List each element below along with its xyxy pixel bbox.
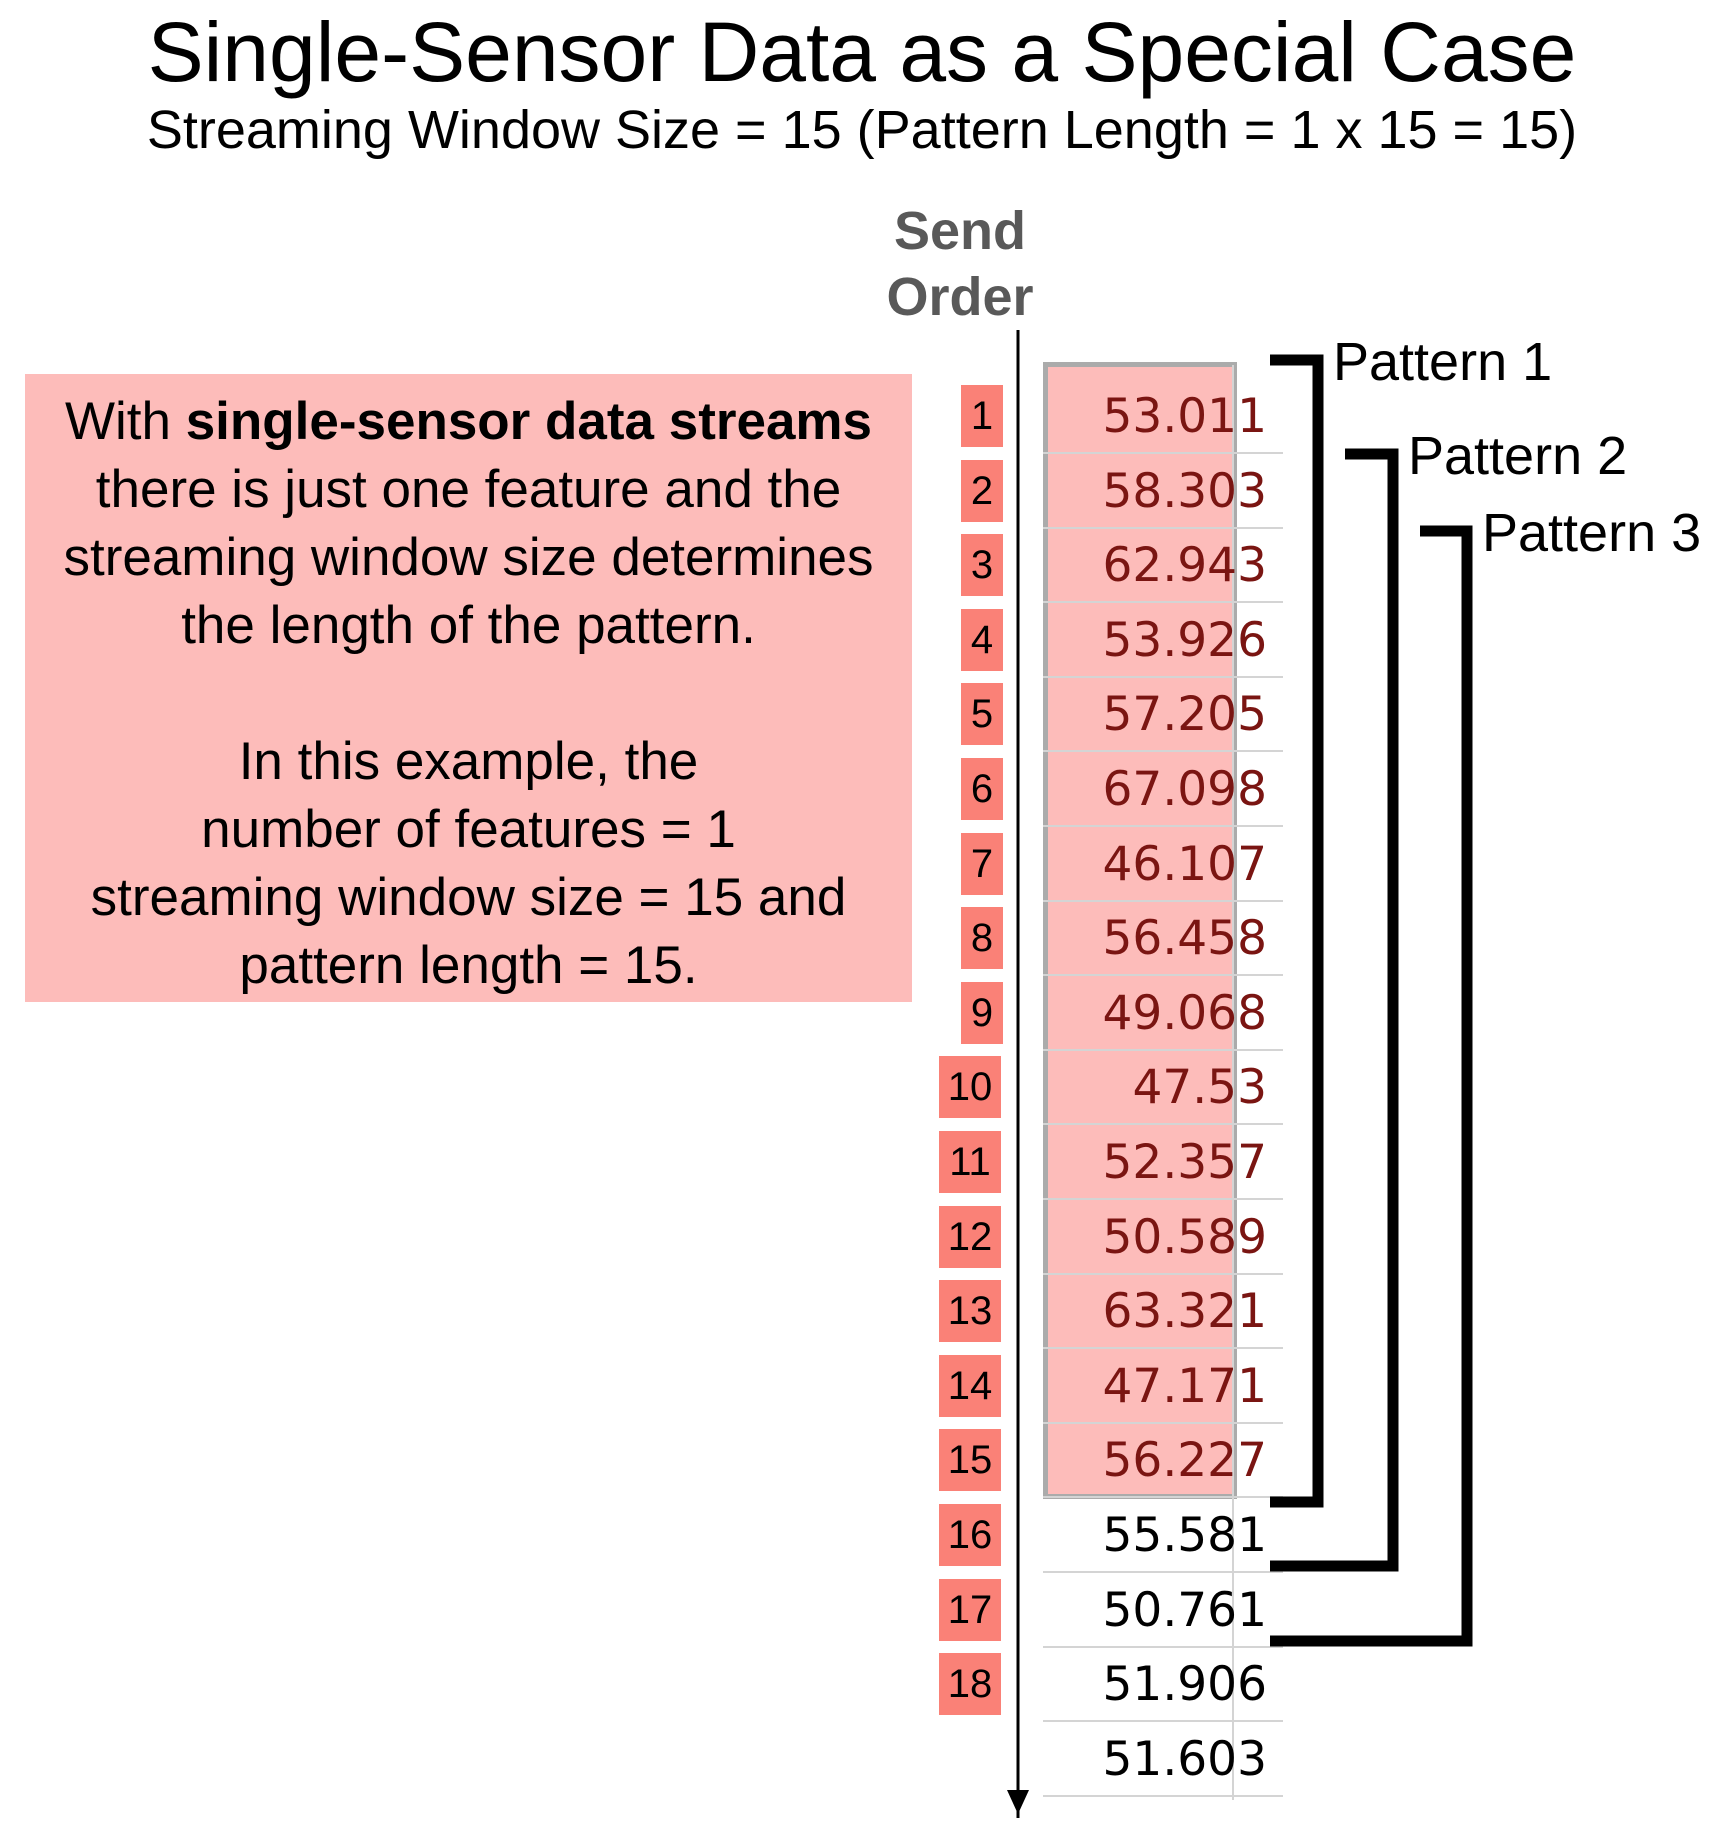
explanation-line-4: the length of the pattern.: [181, 596, 756, 655]
data-row: 63.321: [1043, 1274, 1283, 1350]
pattern-label: Pattern 2: [1408, 426, 1628, 486]
data-row: 51.603: [1043, 1722, 1283, 1797]
explanation-line-5: In this example, the: [238, 732, 699, 791]
data-value: 56.458: [1102, 911, 1267, 967]
data-row: 49.068: [1043, 976, 1283, 1051]
data-row: 52.357: [1043, 1125, 1283, 1200]
pattern-label: Pattern 1: [1333, 332, 1553, 392]
pattern-label: Pattern 3: [1482, 503, 1702, 563]
send-order-badge: 16: [939, 1504, 1001, 1566]
send-order-badge: 3: [961, 534, 1003, 597]
send-order-badge: 15: [939, 1429, 1001, 1492]
explanation-line-1: With single-sensor data streams: [35, 388, 902, 456]
data-value: 53.011: [1102, 389, 1267, 444]
explanation-line-6: number of features = 1: [201, 800, 736, 859]
data-value: 63.321: [1102, 1284, 1267, 1340]
explanation-line-2: there is just one feature and the: [95, 460, 842, 519]
explanation-box: With single-sensor data streams there is…: [25, 374, 912, 1002]
data-value: 67.098: [1102, 762, 1267, 817]
data-value: 51.603: [1102, 1731, 1267, 1787]
page-subtitle: Streaming Window Size = 15 (Pattern Leng…: [146, 100, 1578, 160]
data-row: 47.171: [1043, 1349, 1283, 1424]
data-value: 50.761: [1102, 1582, 1267, 1638]
data-row: 56.227: [1043, 1423, 1283, 1499]
explanation-line-3: streaming window size determines: [63, 528, 874, 587]
explanation-line-7: streaming window size = 15 and: [90, 868, 847, 927]
column-divider: [1232, 365, 1234, 1800]
send-order-badge: 5: [961, 683, 1003, 746]
data-value: 52.357: [1102, 1135, 1267, 1190]
data-row: 55.581: [1043, 1498, 1283, 1573]
data-row: 53.926: [1043, 603, 1283, 678]
data-row: 47.53: [1043, 1050, 1283, 1126]
data-row: 57.205: [1043, 677, 1283, 753]
data-value: 58.303: [1102, 463, 1267, 519]
data-value: 55.581: [1102, 1508, 1267, 1563]
data-row: 51.906: [1043, 1647, 1283, 1723]
data-value: 46.107: [1102, 836, 1267, 892]
data-row: 53.011: [1043, 379, 1283, 454]
send-order-line2: Order: [886, 267, 1034, 327]
pattern-brackets: [1270, 354, 1473, 1647]
explanation-line-1-prefix: With: [64, 392, 186, 451]
send-order-badge: 2: [961, 459, 1003, 522]
send-order-badge: 8: [961, 907, 1003, 970]
send-order-badge: 9: [961, 981, 1003, 1044]
data-value: 47.171: [1102, 1358, 1267, 1414]
data-value: 57.205: [1102, 687, 1267, 743]
send-order-badge: 11: [939, 1131, 1001, 1193]
send-order-badge: 7: [961, 832, 1003, 895]
send-order-badge: 4: [961, 608, 1003, 671]
send-order-badge: 13: [939, 1280, 1001, 1343]
page-title: Single-Sensor Data as a Special Case: [147, 5, 1577, 99]
data-value: 53.926: [1102, 612, 1267, 668]
arrow-down-icon: [1007, 1790, 1029, 1814]
send-order-badge: 1: [961, 385, 1003, 447]
pattern-bracket: [1270, 354, 1324, 1508]
send-order-badge: 10: [939, 1056, 1001, 1119]
window-highlight-block: [1043, 362, 1237, 1499]
send-order-badge: 6: [961, 758, 1003, 820]
data-row: 50.589: [1043, 1200, 1283, 1275]
data-row: 62.943: [1043, 528, 1283, 604]
send-order-badge: 12: [939, 1205, 1001, 1268]
send-order-badge: 18: [939, 1653, 1001, 1716]
send-order-header: Send Order: [860, 198, 1060, 330]
pattern-bracket: [1270, 525, 1473, 1647]
data-row: 56.458: [1043, 901, 1283, 977]
data-row: 50.761: [1043, 1573, 1283, 1648]
data-value: 49.068: [1102, 985, 1267, 1041]
data-value: 47.53: [1132, 1060, 1267, 1116]
explanation-line-1-bold: single-sensor data streams: [185, 392, 873, 451]
data-row: 46.107: [1043, 827, 1283, 902]
explanation-line-8: pattern length = 15.: [239, 936, 698, 995]
send-order-badge: 17: [939, 1578, 1001, 1641]
data-row: 58.303: [1043, 454, 1283, 529]
data-value: 51.906: [1102, 1657, 1267, 1713]
data-value: 50.589: [1102, 1209, 1267, 1265]
data-row: 67.098: [1043, 752, 1283, 827]
data-value: 56.227: [1102, 1433, 1267, 1489]
send-order-line1: Send: [893, 201, 1027, 261]
pattern-bracket: [1270, 448, 1399, 1572]
send-order-badge: 14: [939, 1354, 1001, 1417]
data-value: 62.943: [1102, 538, 1267, 594]
